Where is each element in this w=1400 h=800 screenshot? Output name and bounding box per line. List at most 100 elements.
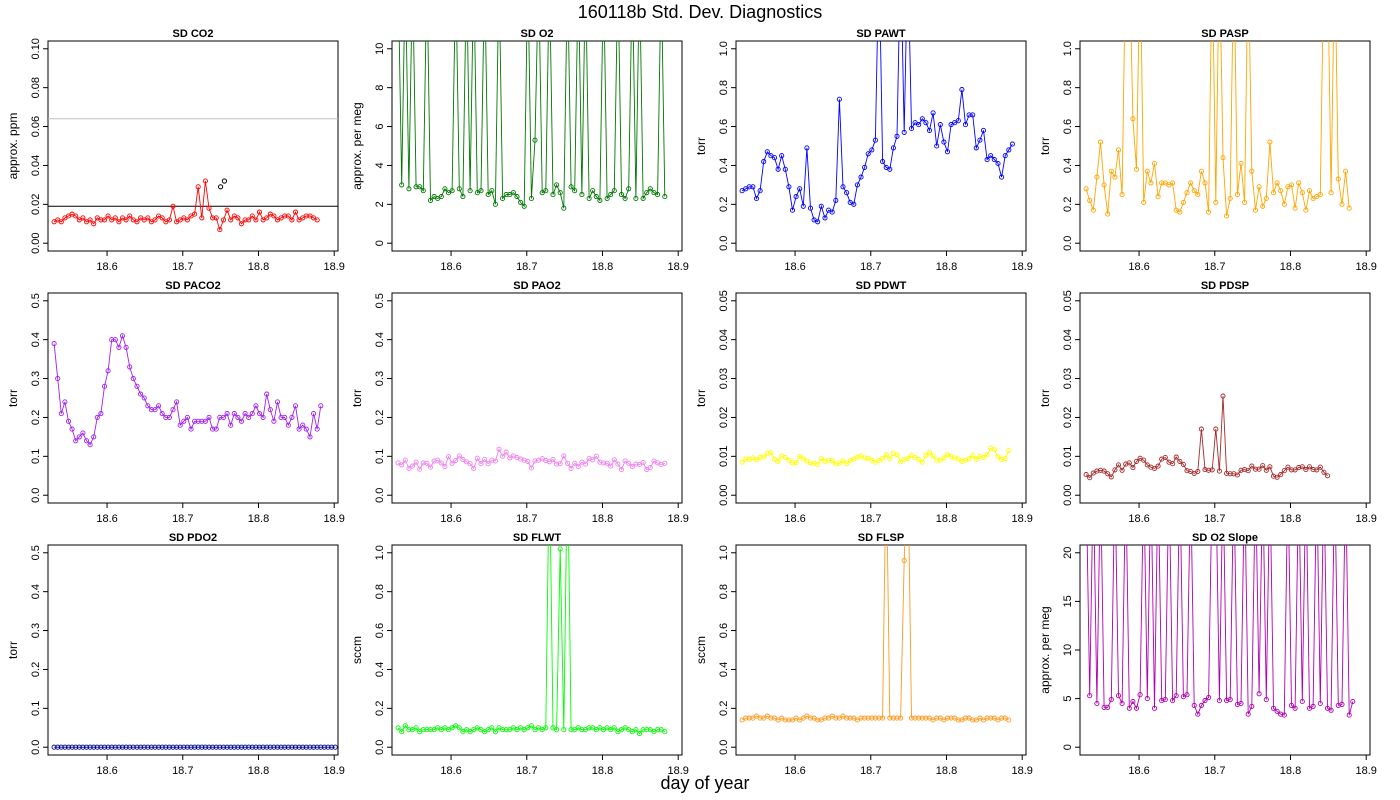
x-tick-label: 18.6 [1128,261,1149,273]
data-point [159,215,165,221]
data-point [1202,698,1208,704]
data-point [764,149,770,155]
data-point [166,744,172,750]
data-point [743,456,749,462]
data-point [1198,168,1204,174]
y-tick-label: 0.05 [718,290,730,311]
data-point [282,414,288,420]
data-point [572,188,578,194]
data-point [134,744,140,750]
data-point [818,456,824,462]
y-tick-label: 0.05 [1062,290,1074,311]
data-point [789,207,796,213]
data-point [184,217,190,223]
y-tick-label: 2 [374,201,386,207]
data-point [402,457,408,463]
data-point [775,166,781,172]
data-point [926,127,933,133]
data-point [399,182,405,188]
data-point [593,453,599,459]
data-point [184,414,190,420]
y-tick-label: 0.01 [1062,446,1074,467]
y-tick-label: 0 [374,240,386,246]
data-point [264,744,270,750]
x-tick-label: 18.7 [172,765,193,777]
data-point [528,195,534,202]
data-point [550,192,556,198]
data-point [123,744,129,750]
data-point [285,744,291,750]
data-point [564,460,571,466]
data-point [1202,467,1208,473]
data-point [256,411,263,417]
x-axis-label: day of year [660,773,750,793]
data-point [213,744,219,750]
data-point [640,195,646,202]
data-point [554,182,560,188]
data-point [141,395,147,401]
series-line [397,545,666,735]
data-point [1151,465,1158,471]
y-tick-label: 0.5 [30,545,42,560]
data-point [782,166,788,172]
x-tick-label: 18.8 [1280,261,1301,273]
plot-frame [391,544,683,756]
data-point [314,426,320,432]
data-point [561,453,567,459]
y-tick-label: 1.0 [718,545,730,560]
data-point [934,715,940,721]
plot-frame [47,40,339,252]
data-point [220,414,227,420]
data-point [399,462,405,468]
data-point [249,744,255,750]
data-point [98,217,104,223]
data-point [253,403,259,409]
data-point [1156,473,1160,477]
data-point [1144,168,1150,174]
data-point [1263,467,1269,473]
data-point [908,125,915,132]
y-tick-label: 4 [374,162,386,168]
data-point [1303,207,1309,213]
y-tick-label: 0.2 [30,410,42,425]
data-point [460,194,466,200]
data-point [789,460,796,466]
data-point [973,456,979,462]
y-tick-label: 1.0 [1062,41,1074,56]
data-point [1344,473,1348,477]
data-point [83,744,90,750]
data-point [1213,199,1219,205]
data-point [188,744,194,750]
data-point [912,715,918,721]
data-point [1256,466,1262,472]
x-tick-label: 18.9 [324,765,345,777]
data-point [962,122,969,128]
y-tick-label: 0.3 [30,623,42,638]
data-point [1144,462,1150,468]
plot-area [398,41,668,211]
data-point [296,426,302,432]
data-point [449,188,455,194]
data-point [456,453,462,459]
data-point [869,715,875,721]
data-point [518,199,524,205]
data-point [1191,702,1197,708]
highlight-point [221,178,227,184]
data-point [640,460,646,466]
data-point [478,188,484,194]
y-tick-label: 0.4 [718,662,730,677]
figure-title: 160118b Std. Dev. Diagnostics [577,2,823,22]
x-tick-label: 18.7 [516,513,537,525]
data-point [768,450,774,456]
data-point [427,197,434,203]
y-tick-label: 15 [1062,595,1074,607]
data-point [202,178,208,184]
data-point [1177,209,1183,215]
data-point [793,460,799,466]
data-point [597,459,603,465]
data-point [489,725,495,731]
data-point [1321,469,1327,475]
data-point [58,411,64,417]
data-point [188,426,194,432]
data-point [611,725,617,731]
